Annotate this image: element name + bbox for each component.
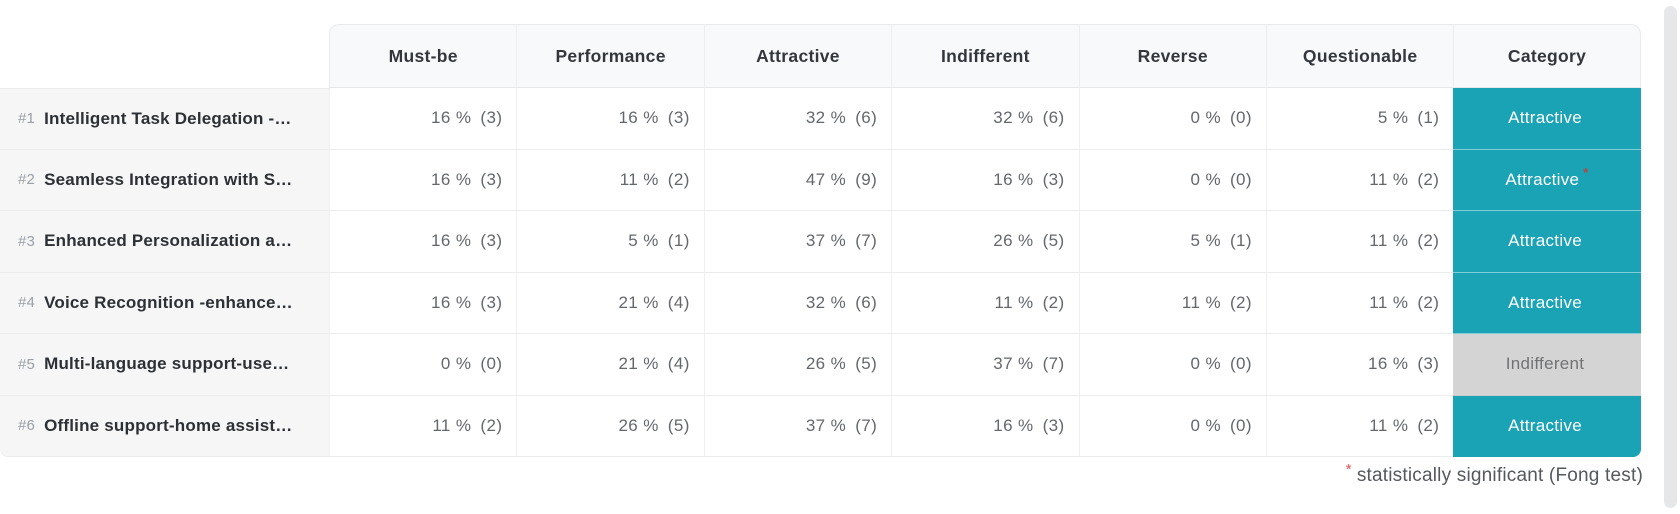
feature-row-label: #3 Enhanced Personalization a… — [0, 211, 329, 273]
value-cell: 26 % (5) — [703, 334, 892, 396]
feature-name: Voice Recognition -enhance… — [44, 292, 293, 312]
value-cell: 11 % (2) — [329, 395, 517, 457]
vertical-scrollbar-thumb[interactable] — [1664, 6, 1677, 508]
feature-name: Multi-language support-use… — [44, 354, 290, 374]
feature-row-label: #1 Intelligent Task Delegation -… — [0, 88, 329, 150]
value-cell: 11 % (2) — [1265, 272, 1454, 334]
value-cell: 5 % (1) — [1265, 88, 1454, 150]
value-cell: 37 % (7) — [703, 395, 892, 457]
value-cell: 11 % (2) — [1078, 272, 1266, 334]
column-header-category: Category — [1453, 24, 1641, 88]
feature-name: Seamless Integration with S… — [44, 169, 293, 189]
value-cell: 21 % (4) — [516, 272, 704, 334]
value-cell: 16 % (3) — [329, 88, 517, 150]
feature-row-label: #6 Offline support-home assist… — [0, 395, 329, 457]
feature-name: Intelligent Task Delegation -… — [44, 108, 292, 128]
footnote-text: statistically significant (Fong test) — [1356, 465, 1643, 486]
category-cell: Attractive — [1453, 211, 1641, 273]
value-cell: 21 % (4) — [516, 334, 704, 396]
row-number: #6 — [18, 417, 36, 435]
value-cell: 0 % (0) — [329, 334, 517, 396]
column-header-reverse: Reverse — [1078, 24, 1266, 88]
value-cell: 32 % (6) — [703, 272, 892, 334]
value-cell: 16 % (3) — [891, 395, 1079, 457]
value-cell: 5 % (1) — [1078, 211, 1266, 273]
feature-name: Offline support-home assist… — [44, 415, 293, 435]
value-cell: 0 % (0) — [1078, 395, 1266, 457]
value-cell: 37 % (7) — [703, 211, 892, 273]
value-cell: 47 % (9) — [703, 149, 892, 211]
column-header-questionable: Questionable — [1265, 24, 1454, 88]
value-cell: 11 % (2) — [891, 272, 1079, 334]
column-header-performance: Performance — [516, 24, 704, 88]
value-cell: 32 % (6) — [891, 88, 1079, 150]
asterisk-icon: * — [1345, 461, 1352, 478]
value-cell: 16 % (3) — [1265, 334, 1454, 396]
category-cell: Indifferent — [1453, 334, 1641, 396]
value-cell: 16 % (3) — [329, 149, 517, 211]
row-number: #4 — [18, 294, 36, 312]
category-cell: Attractive — [1453, 88, 1641, 150]
row-number: #5 — [18, 355, 36, 373]
value-cell: 11 % (2) — [1265, 395, 1454, 457]
feature-name: Enhanced Personalization a… — [44, 231, 293, 251]
value-cell: 37 % (7) — [891, 334, 1079, 396]
feature-row-label: #2 Seamless Integration with S… — [0, 149, 329, 211]
value-cell: 16 % (3) — [329, 211, 517, 273]
column-header-attractive: Attractive — [703, 24, 892, 88]
value-cell: 16 % (3) — [329, 272, 517, 334]
feature-row-label: #4 Voice Recognition -enhance… — [0, 272, 329, 334]
value-cell: 32 % (6) — [703, 88, 892, 150]
value-cell: 26 % (5) — [891, 211, 1079, 273]
value-cell: 11 % (2) — [1265, 211, 1454, 273]
feature-row-label: #5 Multi-language support-use… — [0, 334, 329, 396]
category-cell: Attractive — [1453, 395, 1641, 457]
kano-category-table: Must-be Performance Attractive Indiffere… — [0, 24, 1641, 457]
column-header-indifferent: Indifferent — [891, 24, 1079, 88]
value-cell: 0 % (0) — [1078, 334, 1266, 396]
row-number: #1 — [18, 110, 36, 128]
value-cell: 16 % (3) — [516, 88, 704, 150]
value-cell: 0 % (0) — [1078, 149, 1266, 211]
value-cell: 16 % (3) — [891, 149, 1079, 211]
significance-footnote: * statistically significant (Fong test) — [1346, 461, 1643, 487]
table-corner-spacer — [0, 24, 329, 88]
category-cell: Attractive — [1453, 272, 1641, 334]
significance-asterisk: * — [1583, 165, 1589, 181]
row-number: #2 — [18, 171, 36, 189]
value-cell: 11 % (2) — [516, 149, 704, 211]
column-header-must-be: Must-be — [329, 24, 517, 88]
value-cell: 5 % (1) — [516, 211, 704, 273]
row-number: #3 — [18, 232, 36, 250]
value-cell: 0 % (0) — [1078, 88, 1266, 150]
category-cell: Attractive * — [1453, 149, 1641, 211]
value-cell: 26 % (5) — [516, 395, 704, 457]
value-cell: 11 % (2) — [1265, 149, 1454, 211]
